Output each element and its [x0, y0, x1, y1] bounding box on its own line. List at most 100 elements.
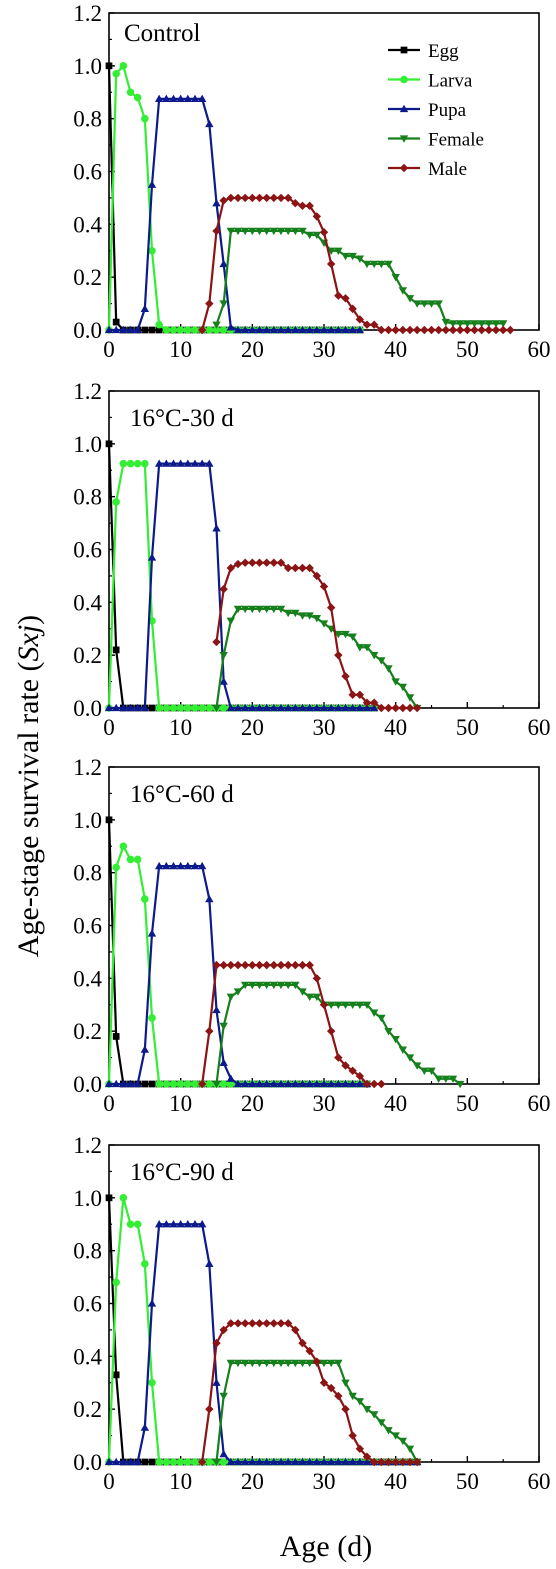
- data-point-pupa: [291, 703, 300, 712]
- y-tick-label: 1.2: [73, 755, 102, 780]
- data-point-male: [348, 1431, 357, 1440]
- data-point-male: [369, 698, 379, 707]
- y-tick-label: 0.8: [73, 1239, 102, 1264]
- chart-panel-3: 0.0 0.2 0.4 0.6 0.8 1.0 1.2 0 10 20 30 40 50 60 16°C-6…: [73, 755, 550, 1116]
- data-point-female: [348, 252, 357, 261]
- data-point-pupa: [162, 861, 171, 870]
- series-group: [104, 62, 515, 335]
- legend-marker-pupa: [399, 104, 409, 113]
- data-point-female: [448, 320, 458, 328]
- data-point-pupa: [133, 1079, 142, 1088]
- data-point-egg: [112, 1371, 120, 1379]
- data-point-male: [262, 960, 271, 970]
- data-point-egg: [105, 1194, 113, 1202]
- data-point-male: [326, 1383, 336, 1393]
- data-point-pupa: [233, 1079, 243, 1088]
- data-point-female: [283, 1359, 293, 1368]
- data-point-pupa: [162, 1220, 171, 1228]
- data-point-larva: [133, 93, 142, 102]
- data-point-pupa: [355, 1457, 365, 1466]
- data-point-female: [441, 318, 451, 327]
- data-point-male: [491, 325, 501, 335]
- data-point-male: [334, 291, 343, 300]
- data-point-female: [248, 981, 257, 990]
- legend-marker-egg: [400, 46, 408, 54]
- data-point-pupa: [283, 1457, 293, 1466]
- data-point-pupa: [226, 1074, 236, 1082]
- data-point-female: [369, 1411, 379, 1419]
- data-point-pupa: [183, 861, 193, 870]
- y-tick-label: 0.8: [73, 485, 102, 510]
- data-point-male: [205, 1404, 214, 1414]
- data-point-female: [276, 605, 286, 614]
- x-tick-label: 40: [384, 1469, 407, 1494]
- data-point-female: [491, 320, 501, 328]
- data-point-pupa: [176, 861, 185, 870]
- data-point-female: [312, 615, 322, 623]
- x-tick-label: 20: [241, 1469, 264, 1494]
- data-point-female: [348, 633, 357, 641]
- series-group: [104, 1194, 422, 1467]
- data-point-female: [369, 1009, 379, 1017]
- data-point-pupa: [197, 1220, 207, 1228]
- data-point-female: [212, 321, 221, 329]
- data-point-female: [348, 1392, 357, 1401]
- x-tick-label: 10: [169, 337, 192, 362]
- legend-label: Pupa: [428, 100, 467, 121]
- data-point-larva: [219, 326, 228, 334]
- data-point-male: [463, 325, 472, 335]
- x-tick-label: 40: [384, 715, 407, 740]
- x-tick-label: 30: [313, 1469, 336, 1494]
- data-point-female: [305, 993, 314, 1002]
- data-point-female: [269, 227, 279, 236]
- data-point-egg: [141, 1458, 149, 1466]
- data-point-pupa: [197, 94, 207, 103]
- x-tick-label: 0: [103, 1091, 115, 1116]
- y-tick-label: 0.2: [73, 265, 102, 290]
- data-point-larva: [227, 1080, 235, 1088]
- series-line-larva: [107, 462, 375, 710]
- data-point-male: [269, 558, 279, 567]
- data-point-pupa: [226, 1457, 236, 1466]
- data-point-female: [405, 1445, 415, 1453]
- data-point-female: [233, 227, 243, 236]
- data-point-pupa: [362, 1457, 372, 1466]
- data-point-female: [377, 1419, 386, 1427]
- data-point-pupa: [298, 1079, 307, 1088]
- x-tick-label: 30: [313, 1091, 336, 1116]
- data-point-male: [276, 1319, 286, 1328]
- data-point-pupa: [298, 703, 307, 712]
- series-line-female: [215, 607, 419, 709]
- data-point-larva: [169, 1080, 178, 1088]
- data-point-male: [341, 1404, 350, 1414]
- data-point-female: [326, 247, 336, 255]
- data-point-larva: [169, 326, 178, 334]
- data-point-male: [283, 1319, 293, 1328]
- data-point-male: [348, 690, 357, 699]
- data-point-female: [305, 231, 314, 240]
- data-point-female: [233, 988, 243, 996]
- panel-label: Control: [124, 20, 200, 47]
- data-point-pupa: [133, 1457, 142, 1466]
- data-point-female: [427, 1067, 436, 1075]
- panel-label: 16°C-60 d: [130, 781, 234, 808]
- data-point-female: [334, 630, 343, 639]
- data-point-pupa: [154, 1220, 164, 1228]
- data-point-male: [312, 571, 322, 581]
- x-tick-label: 10: [169, 715, 192, 740]
- data-point-larva: [169, 704, 178, 712]
- data-point-pupa: [162, 94, 171, 103]
- data-point-female: [441, 1075, 451, 1083]
- data-point-male: [362, 1452, 372, 1461]
- data-point-male: [298, 563, 307, 573]
- data-point-pupa: [169, 1220, 178, 1228]
- data-point-larva: [205, 326, 214, 334]
- series-line-male: [215, 561, 418, 710]
- data-point-pupa: [341, 1079, 350, 1088]
- data-point-female: [398, 1437, 408, 1446]
- legend-marker-larva: [400, 75, 408, 84]
- data-point-male: [291, 199, 300, 208]
- data-point-larva: [126, 459, 135, 468]
- x-tick-label: 50: [456, 1091, 479, 1116]
- data-point-pupa: [226, 703, 236, 712]
